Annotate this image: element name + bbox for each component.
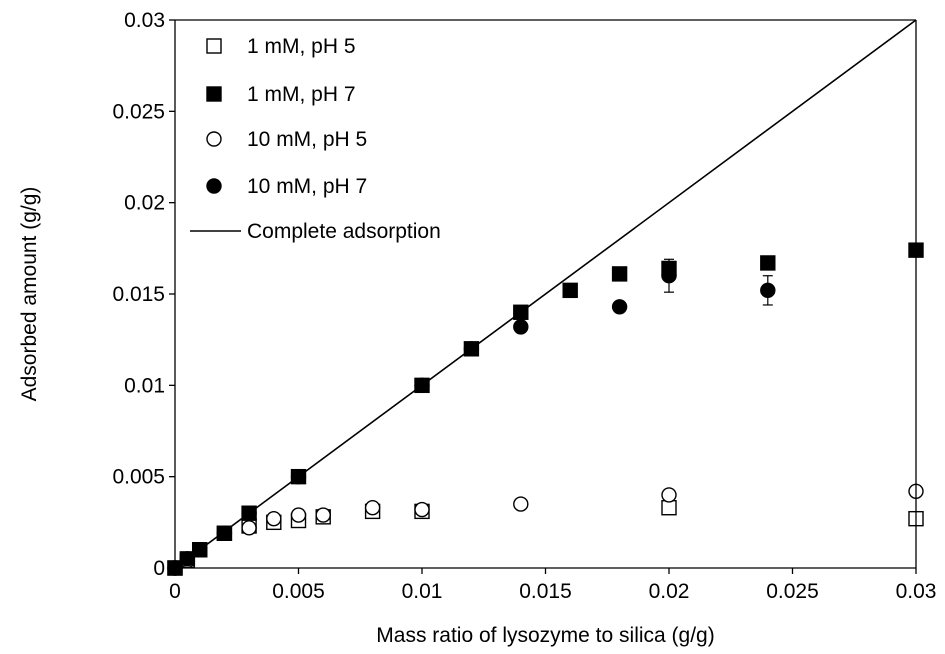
legend-marker xyxy=(206,38,222,54)
data-point xyxy=(191,542,208,558)
legend-label: 10 mM, pH 5 xyxy=(247,128,367,151)
data-point xyxy=(513,496,529,512)
y-tick-label: 0.03 xyxy=(124,9,165,32)
data-point xyxy=(661,500,677,516)
data-point xyxy=(216,525,233,541)
x-tick-label: 0.005 xyxy=(272,580,325,603)
data-point xyxy=(241,520,257,536)
data-point xyxy=(179,551,196,567)
data-point xyxy=(760,282,776,299)
data-point xyxy=(414,377,430,394)
x-tick-label: 0 xyxy=(169,580,181,603)
data-point xyxy=(315,507,331,523)
data-point xyxy=(760,255,776,271)
y-tick-label: 0.02 xyxy=(124,192,165,215)
data-point xyxy=(562,282,578,299)
data-point xyxy=(290,507,307,523)
y-tick-label: 0.025 xyxy=(112,100,165,123)
legend-label: 1 mM, pH 5 xyxy=(247,35,356,58)
data-point xyxy=(513,319,529,335)
data-point xyxy=(290,468,307,485)
y-axis-title: Adsorbed amount (g/g) xyxy=(18,187,41,402)
data-point xyxy=(661,487,677,503)
x-tick-label: 0.02 xyxy=(649,580,690,603)
legend-marker xyxy=(206,178,222,194)
legend: 1 mM, pH 5 1 mM, pH 7 10 mM, pH 5 10 mM, pH… xyxy=(190,35,441,243)
legend-label: 1 mM, pH 7 xyxy=(247,83,356,106)
series-4 xyxy=(167,258,776,576)
x-tick-label: 0.01 xyxy=(402,580,443,603)
data-point xyxy=(463,341,480,357)
legend-marker xyxy=(206,86,222,102)
x-tick-label: 0.03 xyxy=(896,580,937,603)
y-tick-label: 0.015 xyxy=(112,283,165,306)
y-tick-label: 0.01 xyxy=(124,374,165,397)
y-tick-label: 0 xyxy=(153,557,165,580)
x-axis-title: Mass ratio of lysozyme to silica (g/g) xyxy=(376,624,714,647)
data-point xyxy=(414,501,430,518)
legend-label: 10 mM, pH 7 xyxy=(247,175,367,198)
data-point xyxy=(513,304,529,320)
x-tick-label: 0.025 xyxy=(766,580,819,603)
legend-label: Complete adsorption xyxy=(247,220,441,243)
x-tick-label: 0.015 xyxy=(519,580,572,603)
data-point xyxy=(611,299,628,315)
plot-area xyxy=(167,19,924,576)
data-point xyxy=(364,500,381,516)
data-point xyxy=(266,510,282,527)
y-tick-label: 0.005 xyxy=(112,466,165,489)
data-point xyxy=(661,268,677,284)
data-point xyxy=(611,266,628,282)
legend-marker xyxy=(206,131,222,147)
axes: 0 0.005 0.01 0.015 0.02 0.025 0.03 0 0.005 0.01 0.… xyxy=(112,9,936,603)
data-point xyxy=(241,505,257,521)
